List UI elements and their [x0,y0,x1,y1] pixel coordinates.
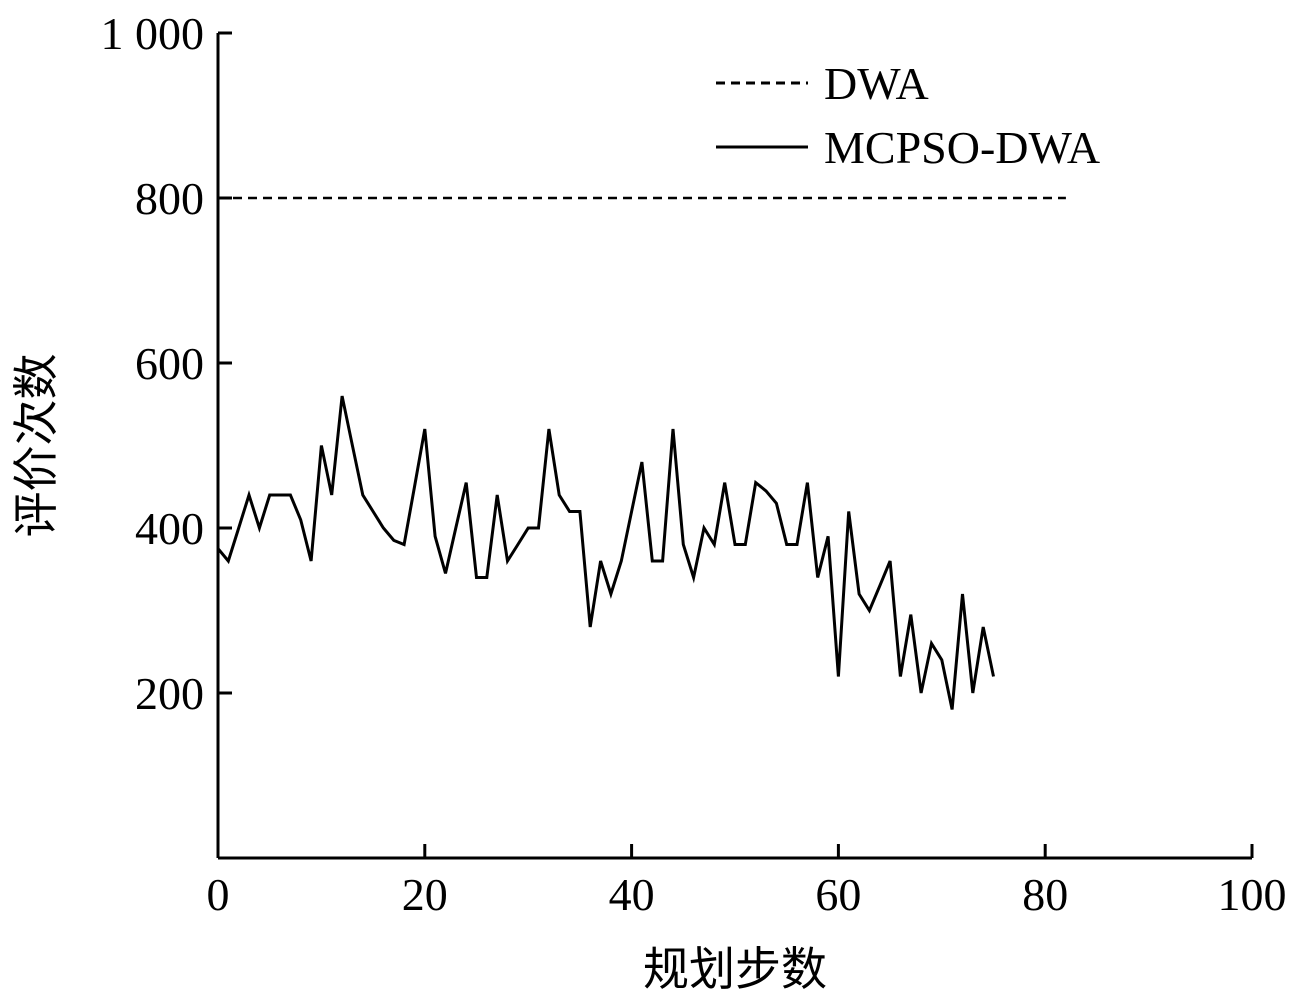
x-ticks: 0 20 40 60 80 100 [207,844,1287,920]
y-tick-label: 600 [135,338,204,389]
y-tick-label: 400 [135,503,204,554]
y-ticks: 200 400 600 800 1 000 [101,8,232,719]
y-axis-title: 评价次数 [11,354,62,538]
y-tick-label: 1 000 [101,8,205,59]
x-tick-label: 0 [207,869,230,920]
y-tick-label: 800 [135,173,204,224]
x-tick-label: 100 [1218,869,1287,920]
legend: DWA MCPSO-DWA [716,58,1100,173]
legend-label-mcpso-dwa: MCPSO-DWA [824,122,1100,173]
x-tick-label: 40 [609,869,655,920]
x-tick-label: 20 [402,869,448,920]
legend-label-dwa: DWA [824,58,929,109]
x-axis-title: 规划步数 [643,944,827,995]
x-tick-label: 60 [815,869,861,920]
x-tick-label: 80 [1022,869,1068,920]
series-mcpso-dwa-line [216,395,995,710]
y-tick-label: 200 [135,668,204,719]
series-layer [216,196,1066,710]
